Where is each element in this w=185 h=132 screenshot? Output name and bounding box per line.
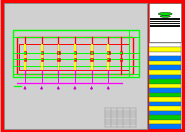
Bar <box>74 52 76 54</box>
Bar <box>120 58 122 61</box>
Bar <box>41 59 43 60</box>
Bar <box>149 70 181 74</box>
Bar <box>149 120 181 124</box>
Bar <box>149 102 181 106</box>
Bar <box>149 74 181 79</box>
Bar <box>74 58 76 61</box>
Bar <box>24 44 26 70</box>
Bar <box>107 59 109 60</box>
Bar <box>90 51 93 54</box>
Bar <box>149 65 181 70</box>
Bar <box>24 52 26 54</box>
Bar <box>24 51 26 54</box>
Bar <box>58 52 59 54</box>
Bar <box>149 111 181 115</box>
Bar <box>91 44 92 70</box>
Bar <box>41 51 43 54</box>
Ellipse shape <box>158 12 172 15</box>
Bar <box>74 44 76 70</box>
Bar <box>41 44 43 70</box>
Bar <box>149 88 181 93</box>
Bar <box>58 44 59 70</box>
Bar <box>150 25 180 26</box>
Bar <box>120 51 122 54</box>
Bar <box>24 58 26 61</box>
Bar <box>90 58 93 61</box>
Bar <box>24 59 26 60</box>
Bar <box>57 51 60 54</box>
Bar <box>120 52 122 54</box>
Bar <box>107 51 110 54</box>
Bar <box>107 44 109 70</box>
Bar <box>149 47 181 52</box>
Bar <box>149 43 181 47</box>
Bar <box>150 23 180 24</box>
Bar <box>107 52 109 54</box>
Bar <box>74 51 76 54</box>
Bar <box>149 79 181 84</box>
Bar <box>4 3 147 129</box>
Bar <box>149 93 181 97</box>
Bar <box>149 115 181 120</box>
Bar <box>149 97 181 102</box>
Bar <box>41 58 43 61</box>
Bar <box>91 52 92 54</box>
Bar <box>149 52 181 56</box>
Bar <box>91 59 92 60</box>
Ellipse shape <box>160 15 170 17</box>
Bar <box>13 30 139 77</box>
Bar <box>57 58 60 61</box>
Bar <box>107 58 110 61</box>
Bar <box>120 59 122 60</box>
Bar <box>149 84 181 88</box>
Bar <box>148 3 182 129</box>
Bar <box>41 52 43 54</box>
Bar <box>58 59 59 60</box>
Bar <box>150 26 180 27</box>
Bar <box>150 18 180 20</box>
Bar <box>149 124 181 129</box>
Bar <box>19 44 129 70</box>
Bar <box>149 3 181 42</box>
Bar <box>74 59 76 60</box>
Bar <box>149 106 181 111</box>
Bar <box>150 21 180 22</box>
Bar <box>149 61 181 65</box>
Bar <box>17 37 133 74</box>
Bar <box>149 56 181 61</box>
